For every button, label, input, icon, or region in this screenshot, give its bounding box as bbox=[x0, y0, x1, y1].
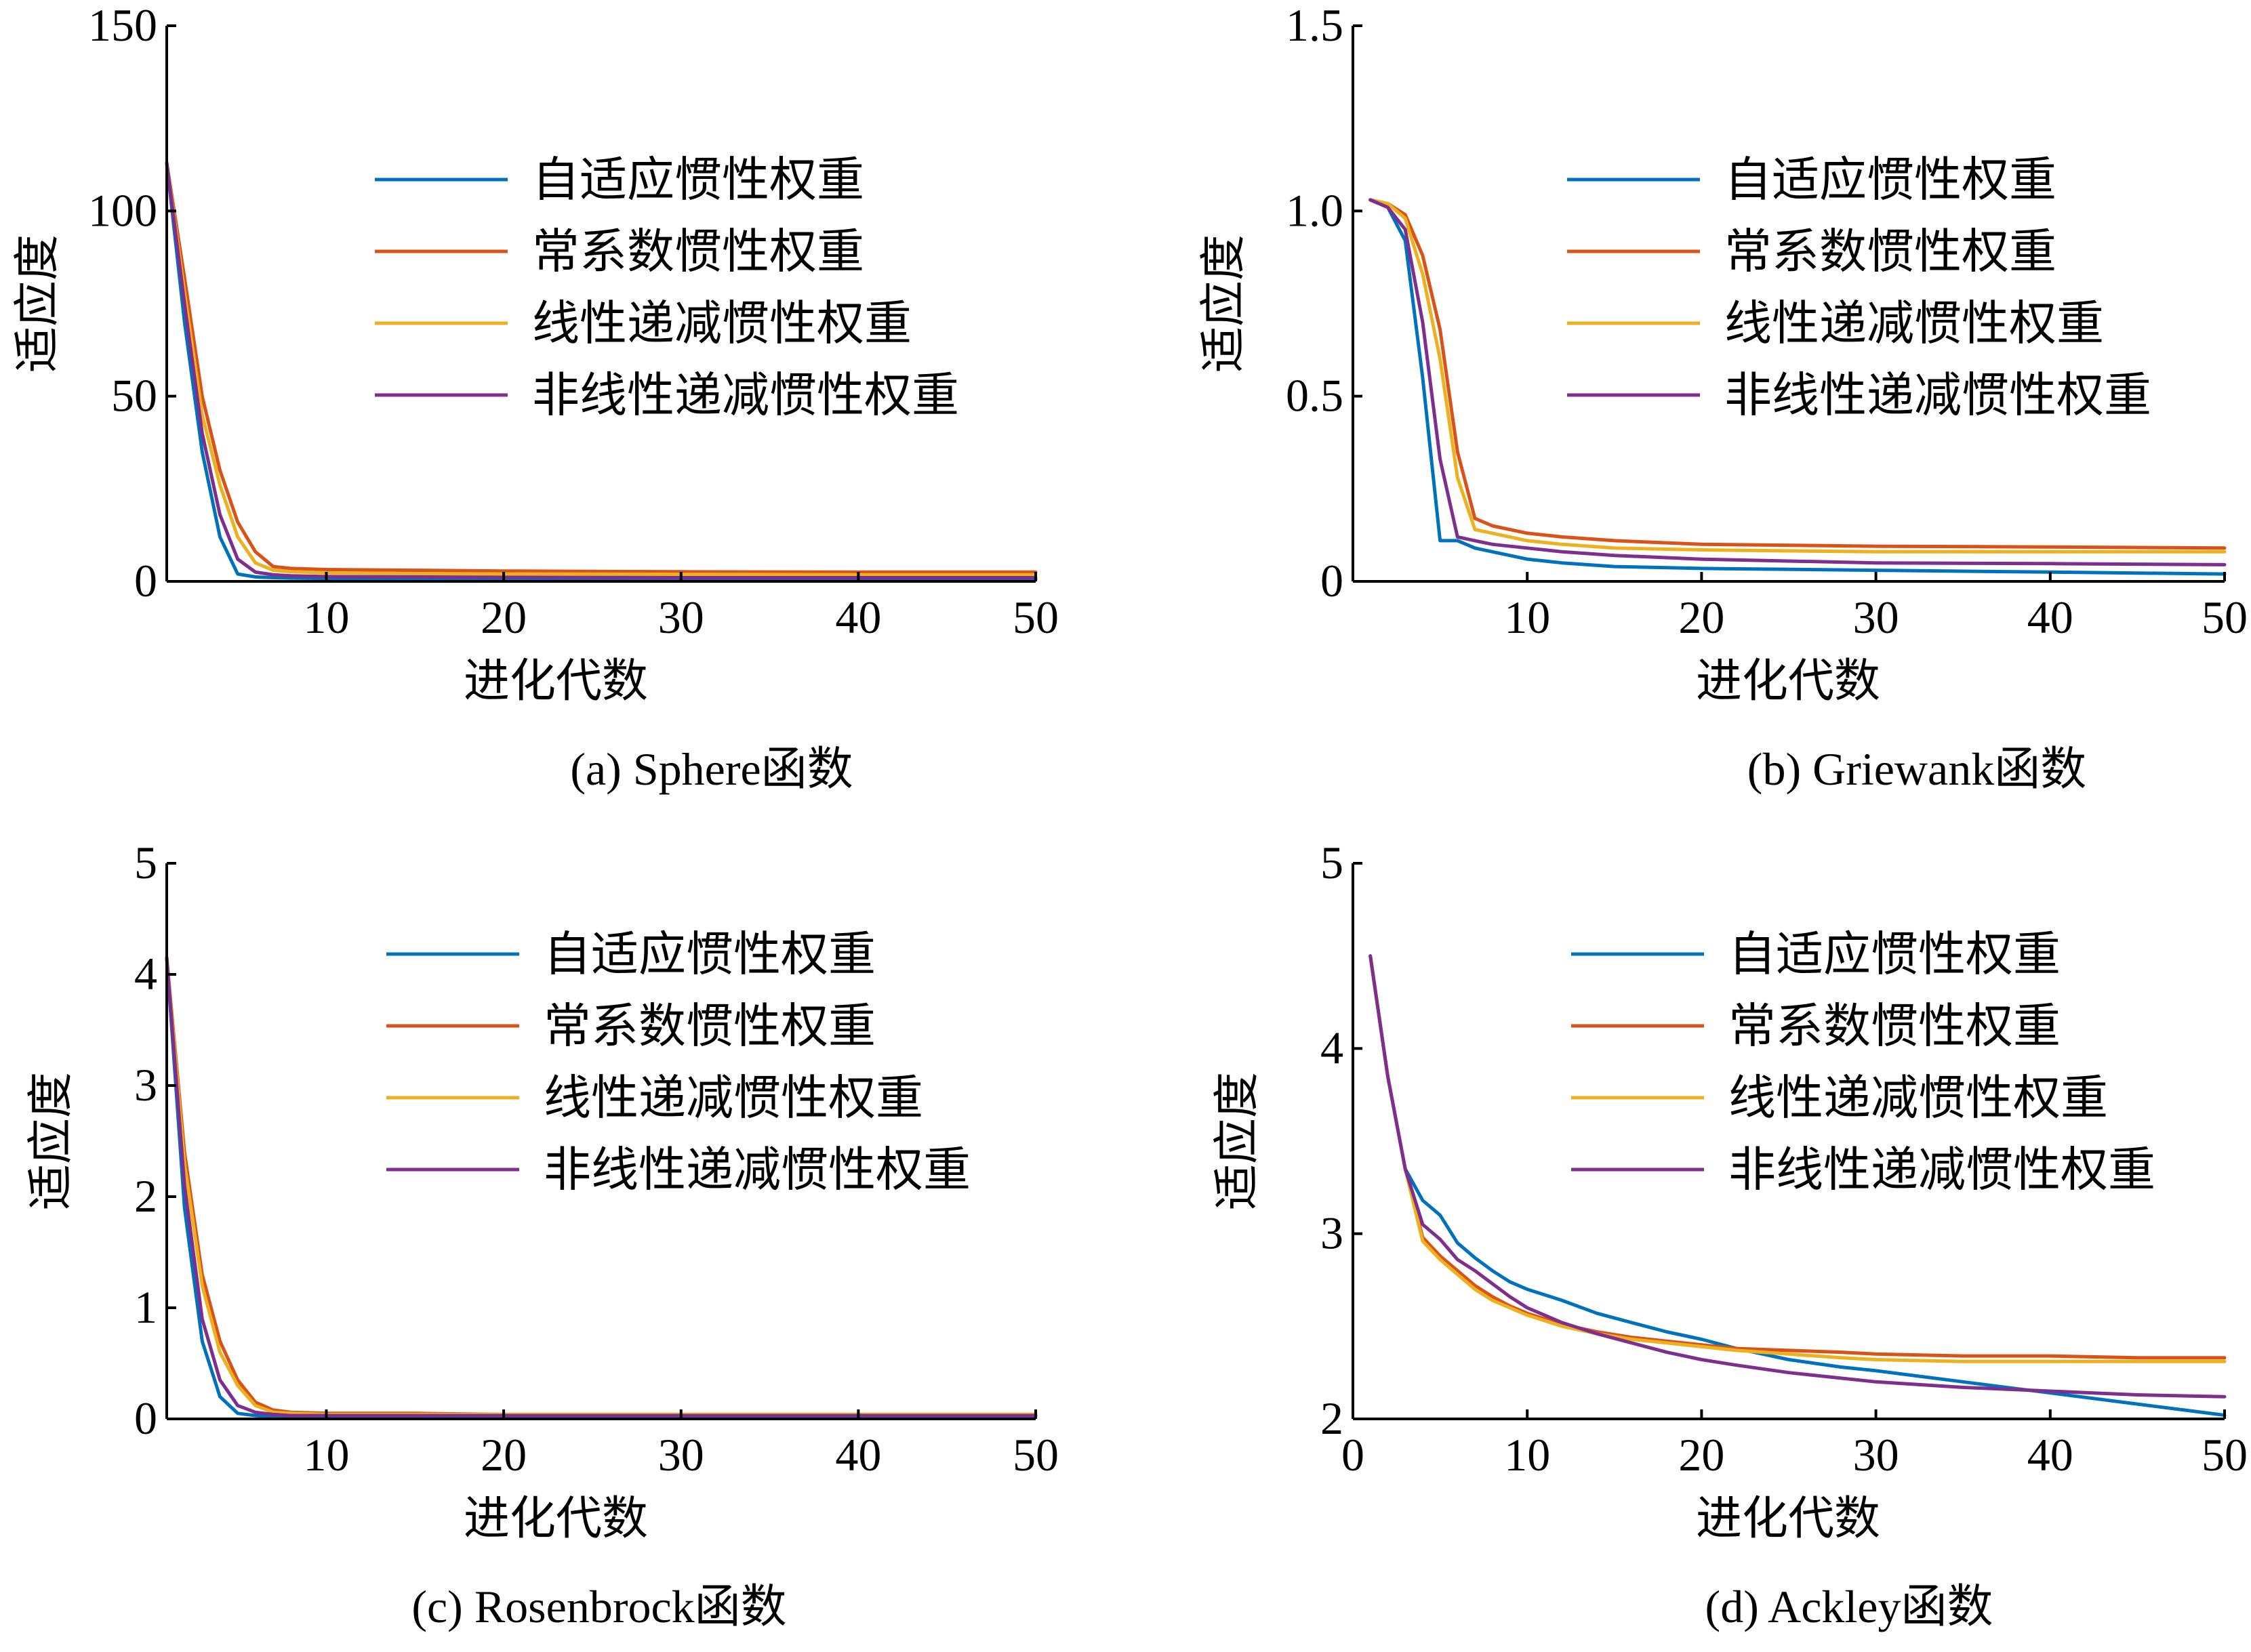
legend-label: 常系数惯性权重 bbox=[1728, 1001, 2061, 1053]
x-tick-label: 20 bbox=[481, 1429, 527, 1481]
legend-label: 线性递减惯性权重 bbox=[532, 298, 912, 350]
legend-label: 自适应惯性权重 bbox=[544, 929, 876, 981]
y-tick-label: 100 bbox=[88, 184, 157, 236]
y-axis-label: 适应度 bbox=[1211, 1072, 1263, 1210]
x-tick-label: 30 bbox=[1853, 1429, 1899, 1481]
legend-label: 非线性递减惯性权重 bbox=[1724, 370, 2151, 422]
x-axis-label: 进化代数 bbox=[1696, 1493, 1880, 1544]
legend-label: 非线性递减惯性权重 bbox=[1728, 1144, 2155, 1197]
series-line-2 bbox=[165, 161, 1038, 574]
legend-label: 自适应惯性权重 bbox=[532, 154, 864, 207]
x-tick-label: 20 bbox=[1678, 1429, 1724, 1481]
x-tick-label: 40 bbox=[835, 592, 881, 643]
legend-label: 常系数惯性权重 bbox=[1724, 226, 2056, 278]
y-axis-label: 适应度 bbox=[25, 1072, 77, 1210]
chart-caption: (b) Griewank函数 bbox=[1747, 743, 2086, 795]
y-tick-label: 1.5 bbox=[1286, 0, 1343, 51]
x-tick-label: 50 bbox=[1013, 1429, 1059, 1481]
x-tick-label: 40 bbox=[2027, 1429, 2073, 1481]
legend-label: 自适应惯性权重 bbox=[1724, 154, 2056, 207]
y-tick-label: 1 bbox=[134, 1281, 157, 1333]
y-axis-label: 适应度 bbox=[12, 234, 63, 373]
y-tick-label: 1.0 bbox=[1286, 184, 1343, 236]
chart-caption: (c) Rosenbrock函数 bbox=[411, 1581, 786, 1632]
legend-label: 常系数惯性权重 bbox=[532, 226, 864, 278]
legend-label: 线性递减惯性权重 bbox=[1724, 298, 2104, 350]
legend-label: 线性递减惯性权重 bbox=[1728, 1073, 2108, 1125]
x-tick-label: 40 bbox=[2027, 592, 2073, 643]
y-axis-label: 适应度 bbox=[1198, 234, 1249, 373]
legend-label: 非线性递减惯性权重 bbox=[544, 1144, 971, 1197]
series-line-1 bbox=[1368, 954, 2227, 1417]
x-tick-label: 10 bbox=[1504, 1429, 1550, 1481]
x-tick-label: 50 bbox=[2202, 592, 2248, 643]
y-tick-label: 0 bbox=[134, 1392, 157, 1444]
x-tick-label: 30 bbox=[658, 592, 704, 643]
x-axis-label: 进化代数 bbox=[464, 655, 648, 707]
x-tick-label: 20 bbox=[481, 592, 527, 643]
chart-caption: (d) Ackley函数 bbox=[1705, 1581, 1993, 1632]
series-line-4 bbox=[165, 161, 1038, 579]
series-line-4 bbox=[165, 955, 1038, 1418]
y-tick-label: 2 bbox=[134, 1170, 157, 1222]
series-line-3 bbox=[165, 161, 1038, 577]
y-tick-label: 3 bbox=[1320, 1207, 1343, 1259]
y-tick-label: 150 bbox=[88, 0, 157, 51]
x-tick-label: 50 bbox=[2202, 1429, 2248, 1481]
x-tick-label: 30 bbox=[1853, 592, 1899, 643]
y-tick-label: 0 bbox=[134, 555, 157, 606]
series-line-1 bbox=[1368, 198, 2227, 576]
chart-panel-2: 0 0.5 1.0 1.5 10 20 30 40 50 进化代数 适应度 (b) Griewank函… bbox=[1198, 0, 2248, 795]
x-axis-label: 进化代数 bbox=[1696, 655, 1880, 707]
chart-panel-1: 0 50 100 150 10 20 30 40 50 进化代数 适应度 (a) Sphere函数 自适… bbox=[12, 0, 1059, 795]
y-tick-label: 4 bbox=[1320, 1022, 1343, 1073]
series-line-1 bbox=[165, 161, 1038, 581]
series-line-4 bbox=[1368, 954, 2227, 1399]
x-axis-label: 进化代数 bbox=[464, 1493, 648, 1544]
x-tick-label: 40 bbox=[835, 1429, 881, 1481]
x-tick-label: 10 bbox=[303, 1429, 349, 1481]
y-tick-label: 2 bbox=[1320, 1392, 1343, 1444]
chart-caption: (a) Sphere函数 bbox=[570, 743, 853, 795]
legend-label: 线性递减惯性权重 bbox=[544, 1073, 923, 1125]
y-tick-label: 4 bbox=[134, 948, 157, 999]
x-tick-label: 10 bbox=[1504, 592, 1550, 643]
x-tick-label: 30 bbox=[658, 1429, 704, 1481]
y-tick-label: 0 bbox=[1320, 555, 1343, 606]
x-tick-label: 20 bbox=[1678, 592, 1724, 643]
x-tick-label: 10 bbox=[303, 592, 349, 643]
legend-label: 非线性递减惯性权重 bbox=[532, 370, 959, 422]
y-tick-label: 5 bbox=[1320, 837, 1343, 888]
legend-label: 常系数惯性权重 bbox=[544, 1001, 876, 1053]
legend-label: 自适应惯性权重 bbox=[1728, 929, 2061, 981]
series-line-3 bbox=[1368, 198, 2227, 554]
series-line-2 bbox=[1368, 954, 2227, 1360]
series-line-2 bbox=[1368, 198, 2227, 550]
x-tick-label: 0 bbox=[1341, 1429, 1364, 1481]
y-tick-label: 5 bbox=[134, 837, 157, 888]
x-tick-label: 50 bbox=[1013, 592, 1059, 643]
y-tick-label: 3 bbox=[134, 1059, 157, 1111]
series-line-4 bbox=[1368, 198, 2227, 566]
y-tick-label: 0.5 bbox=[1286, 370, 1343, 421]
y-tick-label: 50 bbox=[111, 370, 157, 421]
chart-panel-3: 0 1 2 3 4 5 10 20 30 40 50 进化代数 适应度 (c) Rosenbrock函数 自… bbox=[25, 837, 1059, 1632]
